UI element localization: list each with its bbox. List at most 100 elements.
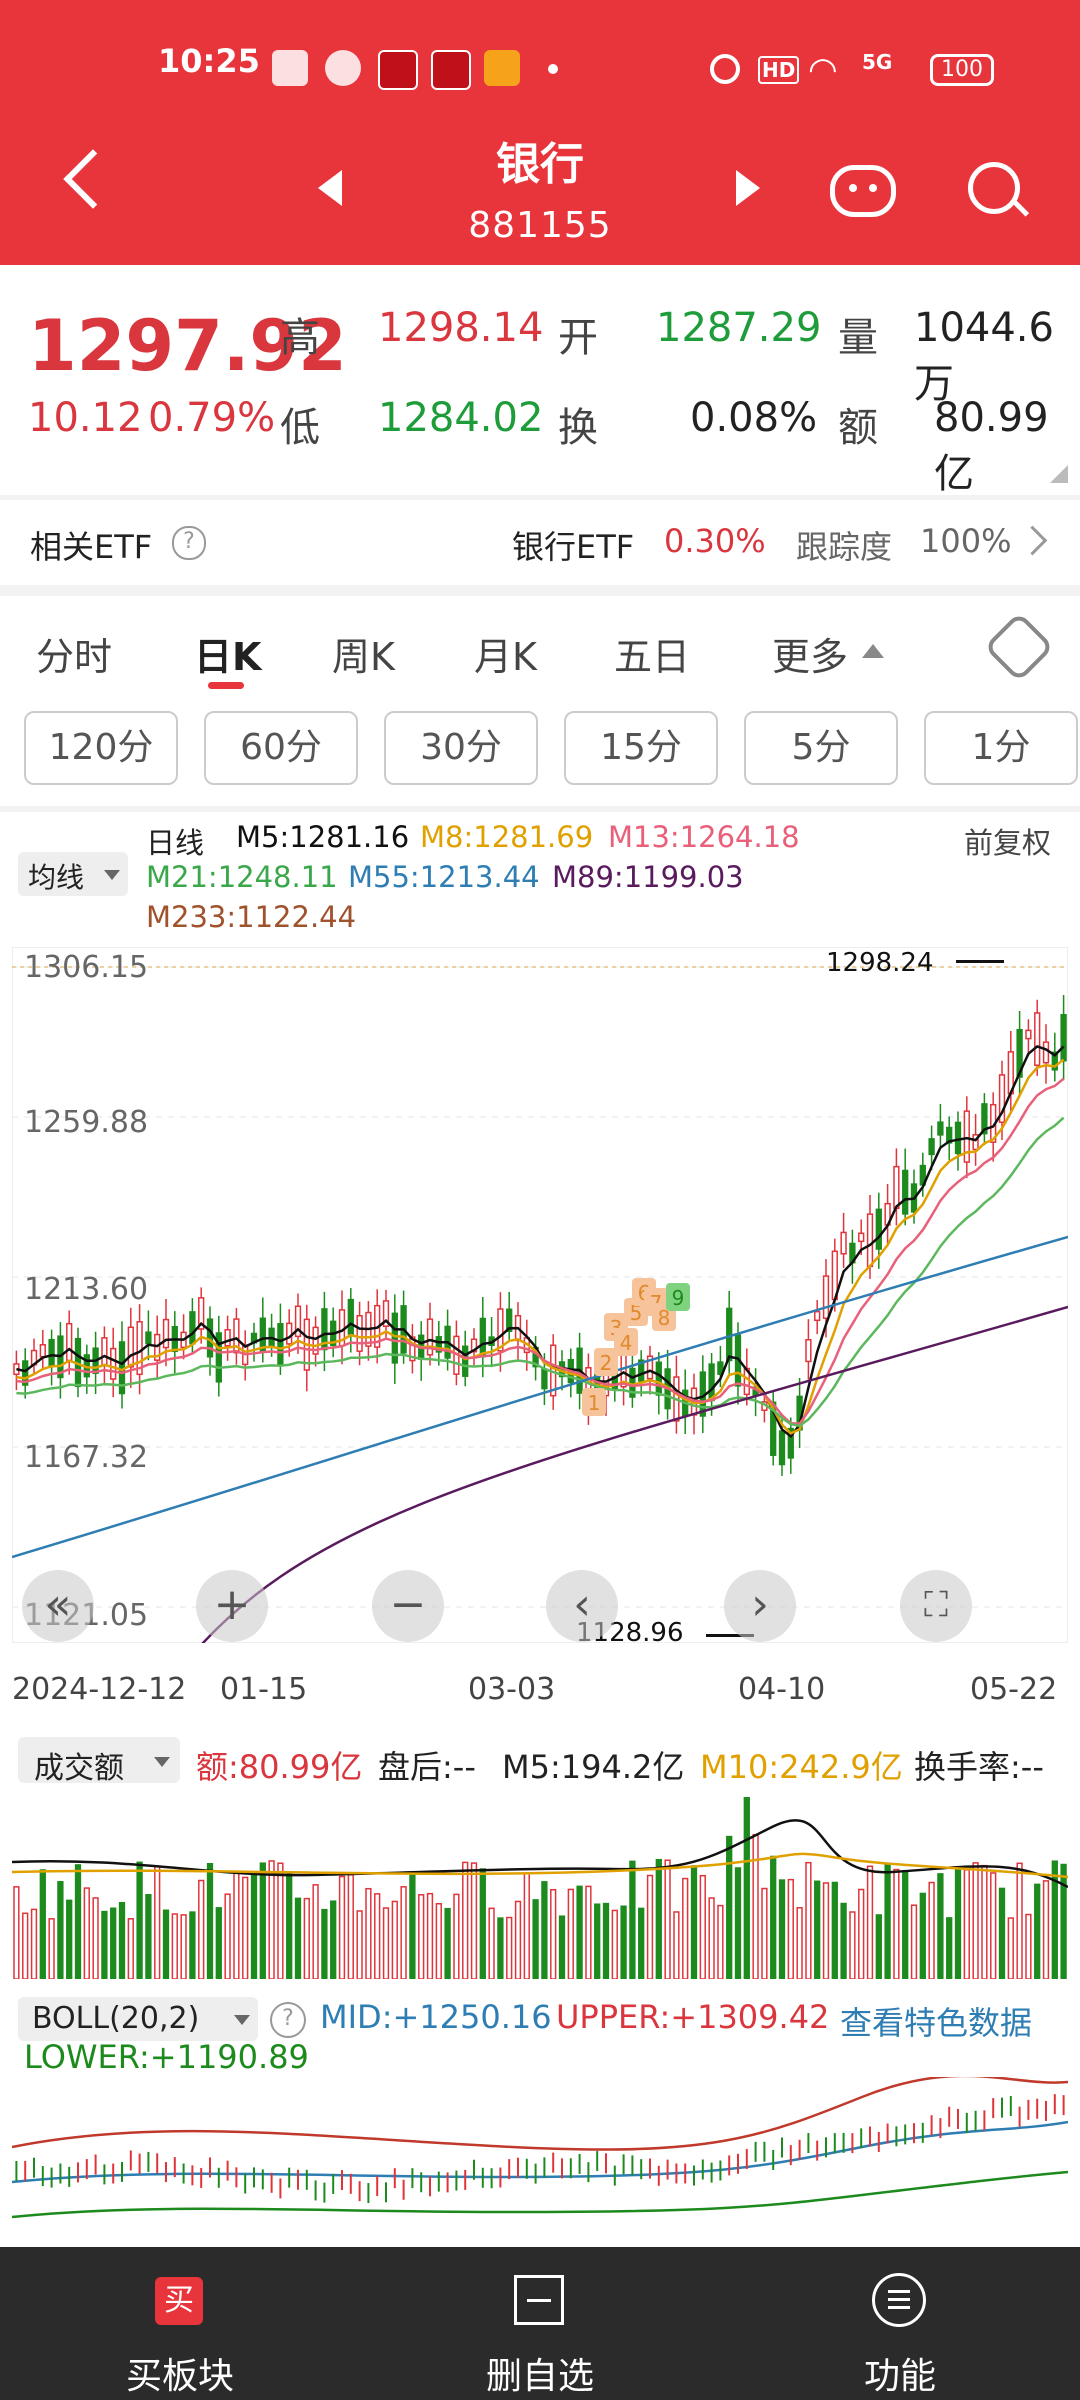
more-notifications-icon: [548, 64, 558, 74]
candle: [1060, 1013, 1067, 1062]
settings-icon[interactable]: [983, 611, 1055, 683]
tab-intraday[interactable]: 分时: [36, 635, 113, 679]
chart-area: 均线 日线 M5:1281.16 M8:1281.69 M13:1264.18 …: [0, 812, 1080, 2247]
dropdown-icon: [154, 1757, 170, 1767]
interval-120m[interactable]: 120分: [24, 711, 178, 785]
candle: [233, 1318, 240, 1354]
volume-bar: [822, 1882, 830, 1979]
volume-bar: [1051, 1860, 1058, 1979]
turnover-label: 换: [558, 405, 598, 451]
ma-m5: M5:1281.16: [236, 820, 410, 854]
zoom-in-icon[interactable]: +: [196, 1570, 268, 1642]
next-stock-icon[interactable]: [736, 170, 760, 206]
indicator-selector[interactable]: BOLL(20,2): [18, 1997, 258, 2041]
search-icon[interactable]: [968, 162, 1020, 214]
volume-bar: [303, 1897, 310, 1979]
interval-1m[interactable]: 1分: [924, 711, 1078, 785]
volume-bar: [990, 1872, 997, 1979]
scroll-left-icon[interactable]: ‹: [546, 1570, 618, 1642]
volume-bar: [136, 1861, 143, 1979]
ma-period: 日线: [146, 826, 205, 860]
boll-chart[interactable]: [12, 2077, 1068, 2237]
volume-bar: [453, 1893, 460, 1979]
prev-stock-icon[interactable]: [318, 170, 342, 206]
volume-bar: [233, 1872, 240, 1979]
volume-bar: [717, 1904, 724, 1979]
volume-bar: [470, 1862, 478, 1979]
volume-bar: [198, 1879, 205, 1979]
rewind-icon[interactable]: «: [22, 1570, 94, 1642]
volume-selector[interactable]: 成交额: [18, 1737, 180, 1786]
candle: [954, 1121, 962, 1155]
dropdown-icon: [234, 2015, 250, 2025]
fullscreen-icon[interactable]: ⛶: [900, 1570, 972, 1642]
volume-bar: [66, 1899, 73, 1979]
volume-bar: [347, 1874, 354, 1979]
interval-60m[interactable]: 60分: [204, 711, 358, 785]
volume-bar: [259, 1862, 266, 1979]
volume-bar: [30, 1908, 38, 1979]
volume-bar: [673, 1911, 680, 1979]
help-icon[interactable]: ?: [172, 526, 206, 560]
candle: [1016, 1028, 1023, 1078]
volume-m10: M10:242.9亿: [700, 1748, 903, 1786]
tab-monthly-k[interactable]: 月K: [474, 635, 537, 679]
volume-bar: [910, 1904, 918, 1979]
candle: [840, 1231, 847, 1255]
candle: [145, 1331, 152, 1345]
volume-bar: [585, 1885, 592, 1979]
tab-daily-k[interactable]: 日K: [194, 635, 262, 679]
ma-m13: M13:1264.18: [608, 820, 800, 854]
volume-bar: [189, 1911, 196, 1979]
tab-five-day[interactable]: 五日: [614, 635, 691, 679]
interval-5m[interactable]: 5分: [744, 711, 898, 785]
volume-bar: [426, 1892, 434, 1979]
volume-bar: [655, 1858, 662, 1979]
help-icon[interactable]: ?: [270, 2002, 306, 2038]
candle: [998, 1074, 1006, 1123]
wifi-icon: ◠: [808, 50, 838, 90]
td-count: 2: [600, 1351, 613, 1375]
candle: [893, 1165, 900, 1210]
candle: [409, 1336, 416, 1362]
ma-selector[interactable]: 均线: [18, 852, 128, 896]
min-arrow-icon: [706, 1634, 754, 1637]
volume-bar: [893, 1868, 900, 1979]
volume-bar: [558, 1915, 566, 1979]
candle: [22, 1360, 29, 1386]
adjust-mode[interactable]: 前复权: [964, 826, 1052, 860]
interval-15m[interactable]: 15分: [564, 711, 718, 785]
zoom-out-icon[interactable]: −: [372, 1570, 444, 1642]
robot-assistant-icon[interactable]: [830, 165, 896, 217]
volume-bar: [444, 1907, 451, 1979]
candle: [48, 1338, 55, 1368]
volume-chart[interactable]: [12, 1797, 1068, 1979]
date-axis-label: 04-10: [738, 1672, 826, 1707]
feature-data-link[interactable]: 查看特色数据: [840, 2004, 1033, 2042]
volume-bar: [734, 1867, 742, 1979]
tab-more[interactable]: 更多: [772, 635, 849, 679]
volume-bar: [646, 1874, 654, 1979]
etf-name[interactable]: 银行ETF: [512, 528, 635, 566]
tab-weekly-k[interactable]: 周K: [332, 635, 395, 679]
volume-bar: [998, 1887, 1006, 1979]
volume-bar: [919, 1892, 926, 1979]
volume-bar: [814, 1880, 821, 1979]
expand-corner-icon[interactable]: [1050, 465, 1068, 483]
date-axis-label: 2024-12-12: [12, 1672, 187, 1707]
volume-bar: [1034, 1883, 1041, 1979]
interval-30m[interactable]: 30分: [384, 711, 538, 785]
ma-selector-label: 均线: [28, 861, 85, 894]
volume-bar: [743, 1797, 750, 1979]
volume-bar: [726, 1835, 733, 1979]
volume-bar: [400, 1886, 407, 1979]
candle: [805, 1339, 812, 1363]
kline-chart[interactable]: 123456789: [12, 947, 1068, 1643]
scroll-right-icon[interactable]: ›: [724, 1570, 796, 1642]
candle: [101, 1337, 108, 1366]
ma-m55: M55:1213.44: [348, 860, 540, 894]
candle: [708, 1363, 715, 1402]
related-etf-bar[interactable]: 相关ETF ? 银行ETF 0.30% 跟踪度 100%: [0, 500, 1080, 585]
volume-bar: [294, 1897, 302, 1979]
chevron-right-icon[interactable]: [1017, 525, 1048, 556]
